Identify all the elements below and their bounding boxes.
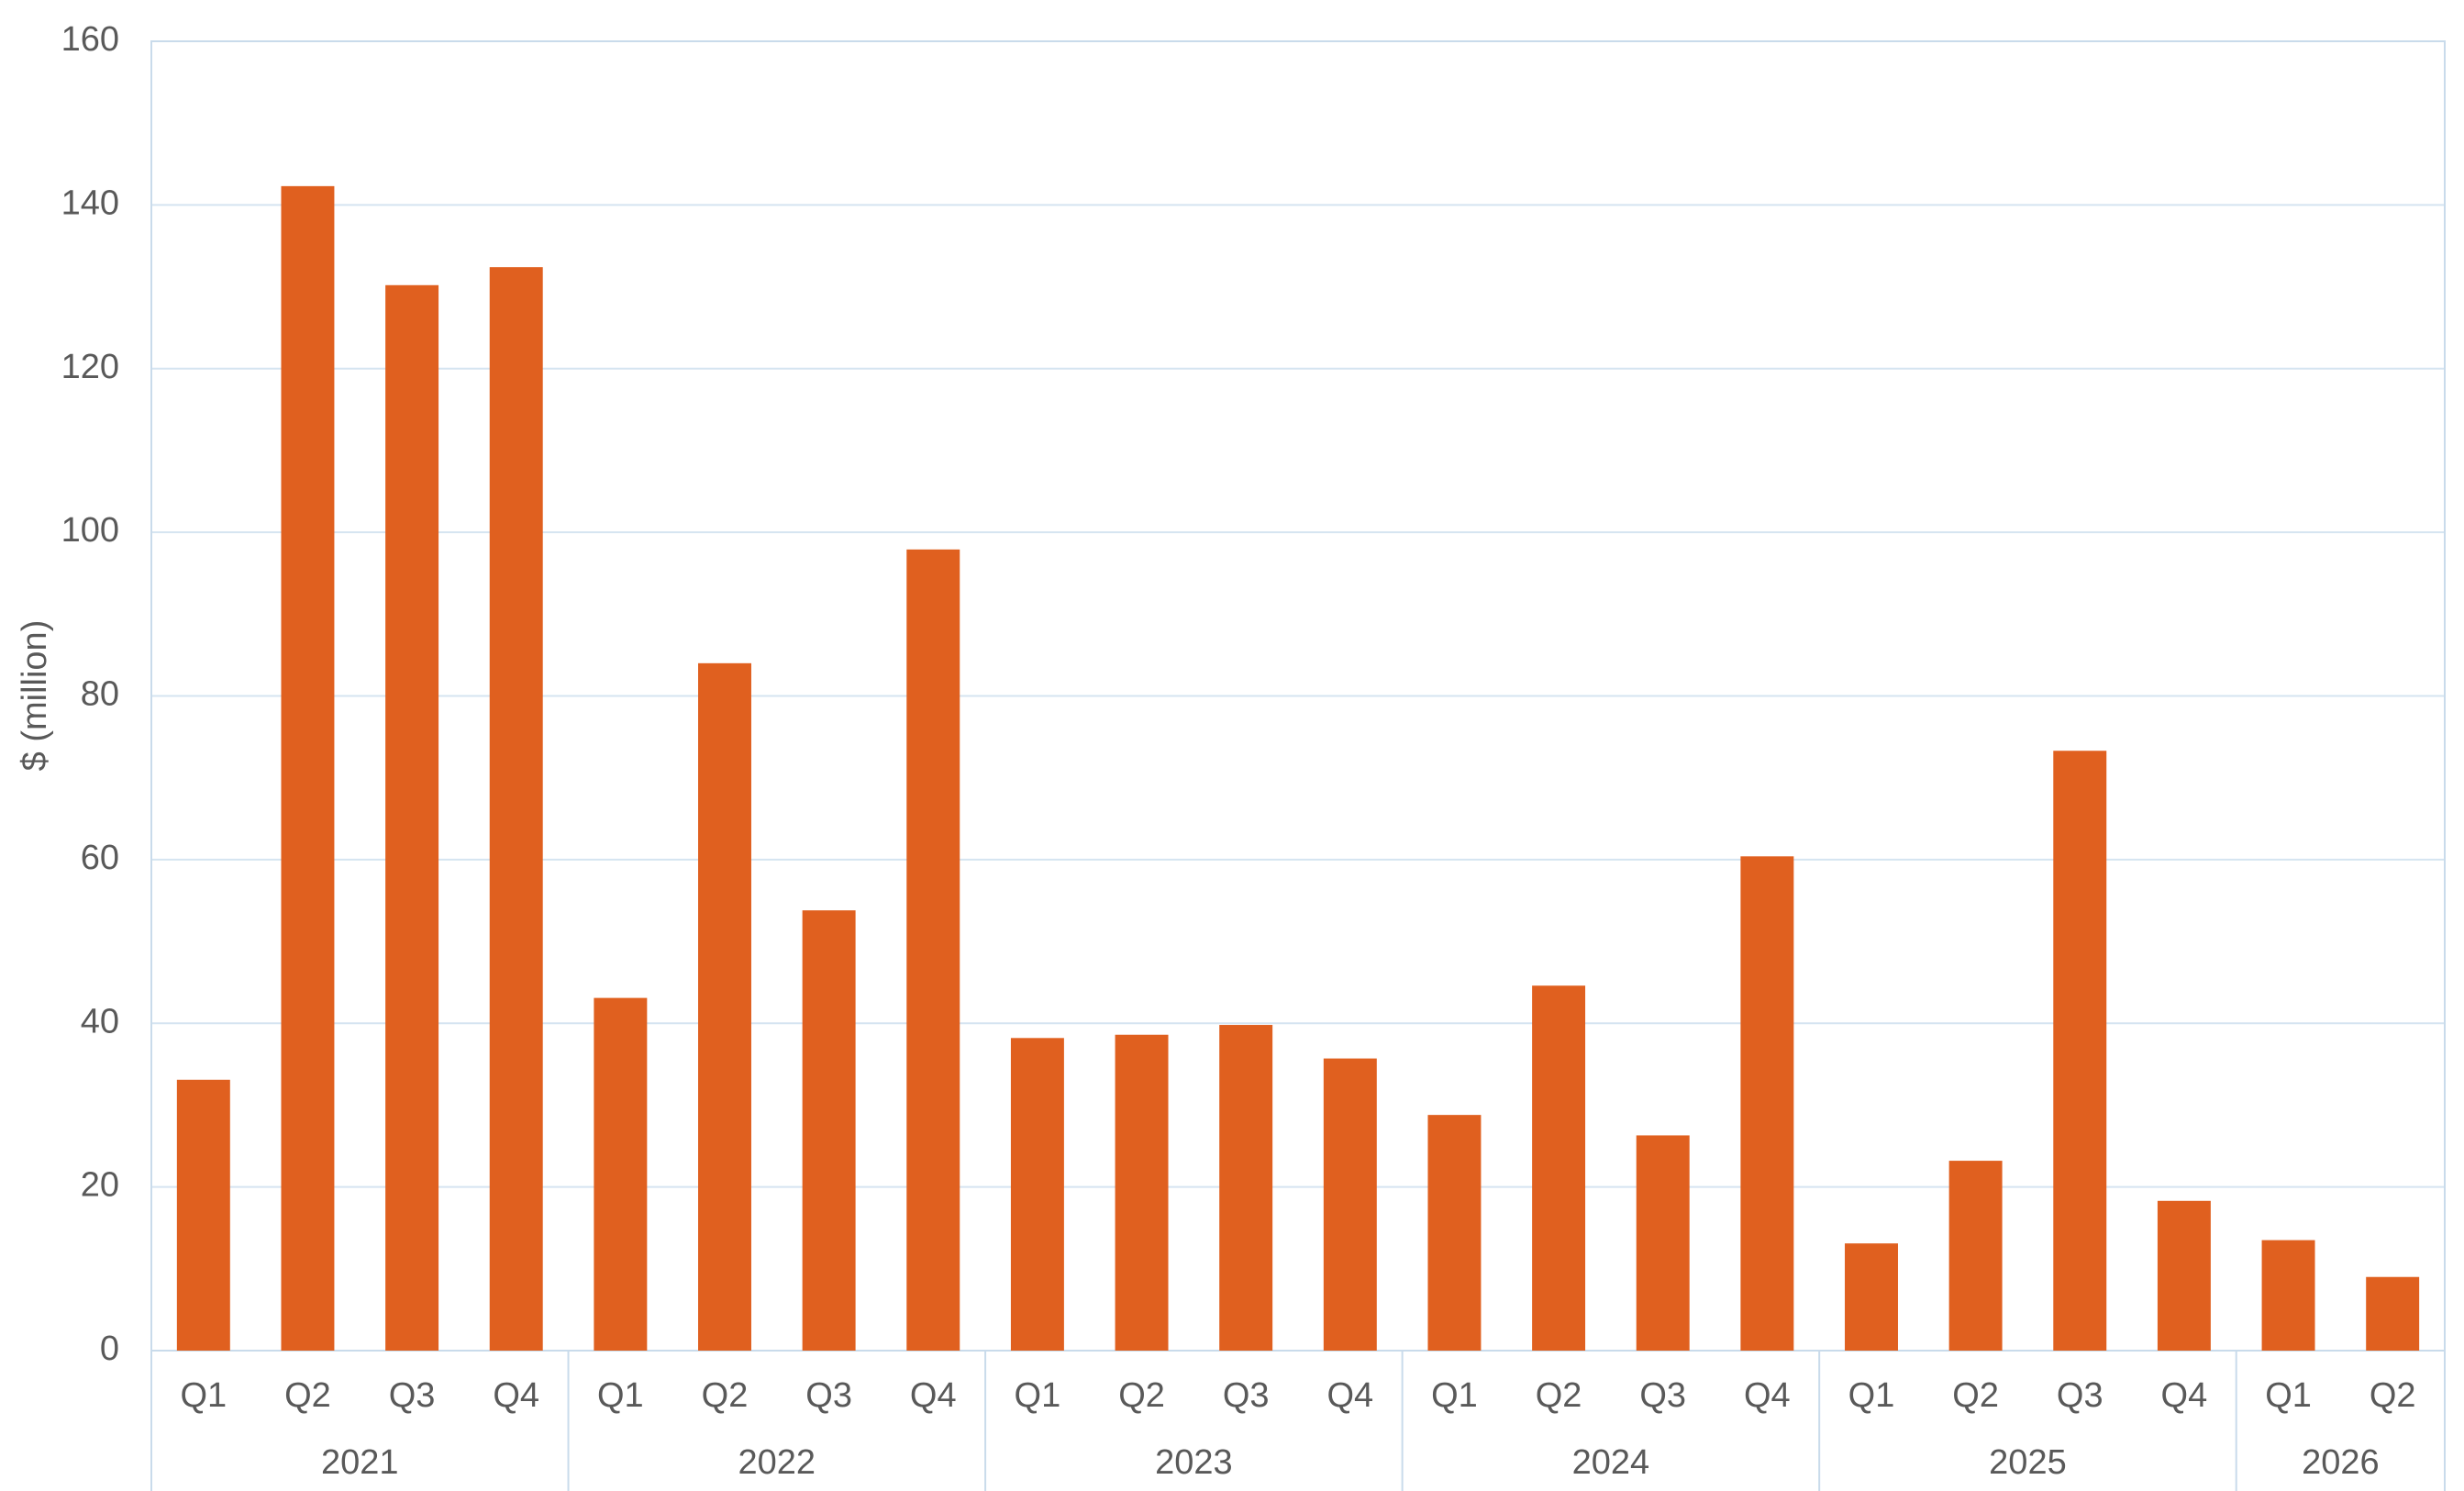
- bar: [698, 662, 751, 1351]
- y-tick-label: 0: [100, 1330, 119, 1368]
- x-tick-label: Q4: [1326, 1376, 1373, 1415]
- y-tick-label: 80: [81, 675, 119, 714]
- x-tick-label: Q3: [1223, 1376, 1270, 1415]
- bar: [1115, 1034, 1169, 1351]
- x-tick-label: Q3: [389, 1376, 436, 1415]
- group-label: 2021: [321, 1443, 399, 1482]
- y-tick-label: 60: [81, 839, 119, 877]
- bar: [1636, 1135, 1690, 1351]
- y-tick-label: 40: [81, 1002, 119, 1040]
- bar: [489, 267, 543, 1352]
- bar: [176, 1079, 230, 1351]
- bar: [2261, 1240, 2315, 1351]
- bar: [1427, 1115, 1482, 1351]
- y-tick-label: 160: [61, 20, 119, 59]
- x-tick-label: Q2: [284, 1376, 331, 1415]
- bar: [2053, 751, 2107, 1351]
- x-tick-label: Q2: [1536, 1376, 1582, 1415]
- x-tick-label: Q4: [493, 1376, 539, 1415]
- bar: [1323, 1058, 1377, 1351]
- group-label: 2025: [1989, 1443, 2067, 1482]
- group-label: 2026: [2302, 1443, 2380, 1482]
- bar: [1532, 985, 1586, 1351]
- bar: [385, 284, 439, 1351]
- x-tick-label: Q2: [2370, 1376, 2416, 1415]
- bar: [2366, 1276, 2420, 1351]
- group-label: 2023: [1155, 1443, 1233, 1482]
- bar: [1845, 1243, 1898, 1351]
- y-tick-label: 20: [81, 1166, 119, 1205]
- bar: [1010, 1038, 1064, 1351]
- x-tick-label: Q3: [1639, 1376, 1686, 1415]
- y-tick-label: 120: [61, 348, 119, 386]
- x-tick-label: Q2: [1118, 1376, 1165, 1415]
- group-label: 2022: [738, 1443, 816, 1482]
- x-tick-label: Q1: [1015, 1376, 1061, 1415]
- y-tick-label: 100: [61, 511, 119, 550]
- x-tick-label: Q1: [180, 1376, 227, 1415]
- bar: [802, 910, 856, 1351]
- y-tick-label: 140: [61, 184, 119, 222]
- bar: [1219, 1025, 1273, 1351]
- x-tick-label: Q2: [1952, 1376, 1999, 1415]
- x-tick-label: Q3: [805, 1376, 852, 1415]
- x-tick-label: Q4: [910, 1376, 957, 1415]
- bar: [2157, 1200, 2211, 1351]
- x-tick-label: Q1: [1848, 1376, 1895, 1415]
- x-tick-label: Q1: [597, 1376, 644, 1415]
- bar: [1948, 1161, 2003, 1351]
- plot-frame: [150, 40, 2446, 1352]
- group-label: 2024: [1572, 1443, 1650, 1482]
- x-tick-label: Q2: [702, 1376, 749, 1415]
- x-tick-label: Q1: [1431, 1376, 1478, 1415]
- x-tick-label: Q4: [2161, 1376, 2208, 1415]
- x-tick-label: Q1: [2265, 1376, 2312, 1415]
- bar: [906, 549, 960, 1351]
- bar: [1740, 856, 1794, 1351]
- x-tick-label: Q3: [2057, 1376, 2103, 1415]
- bar: [594, 997, 648, 1351]
- bar: [281, 185, 335, 1352]
- x-tick-label: Q4: [1744, 1376, 1791, 1415]
- y-axis-title: $ (million): [16, 620, 54, 772]
